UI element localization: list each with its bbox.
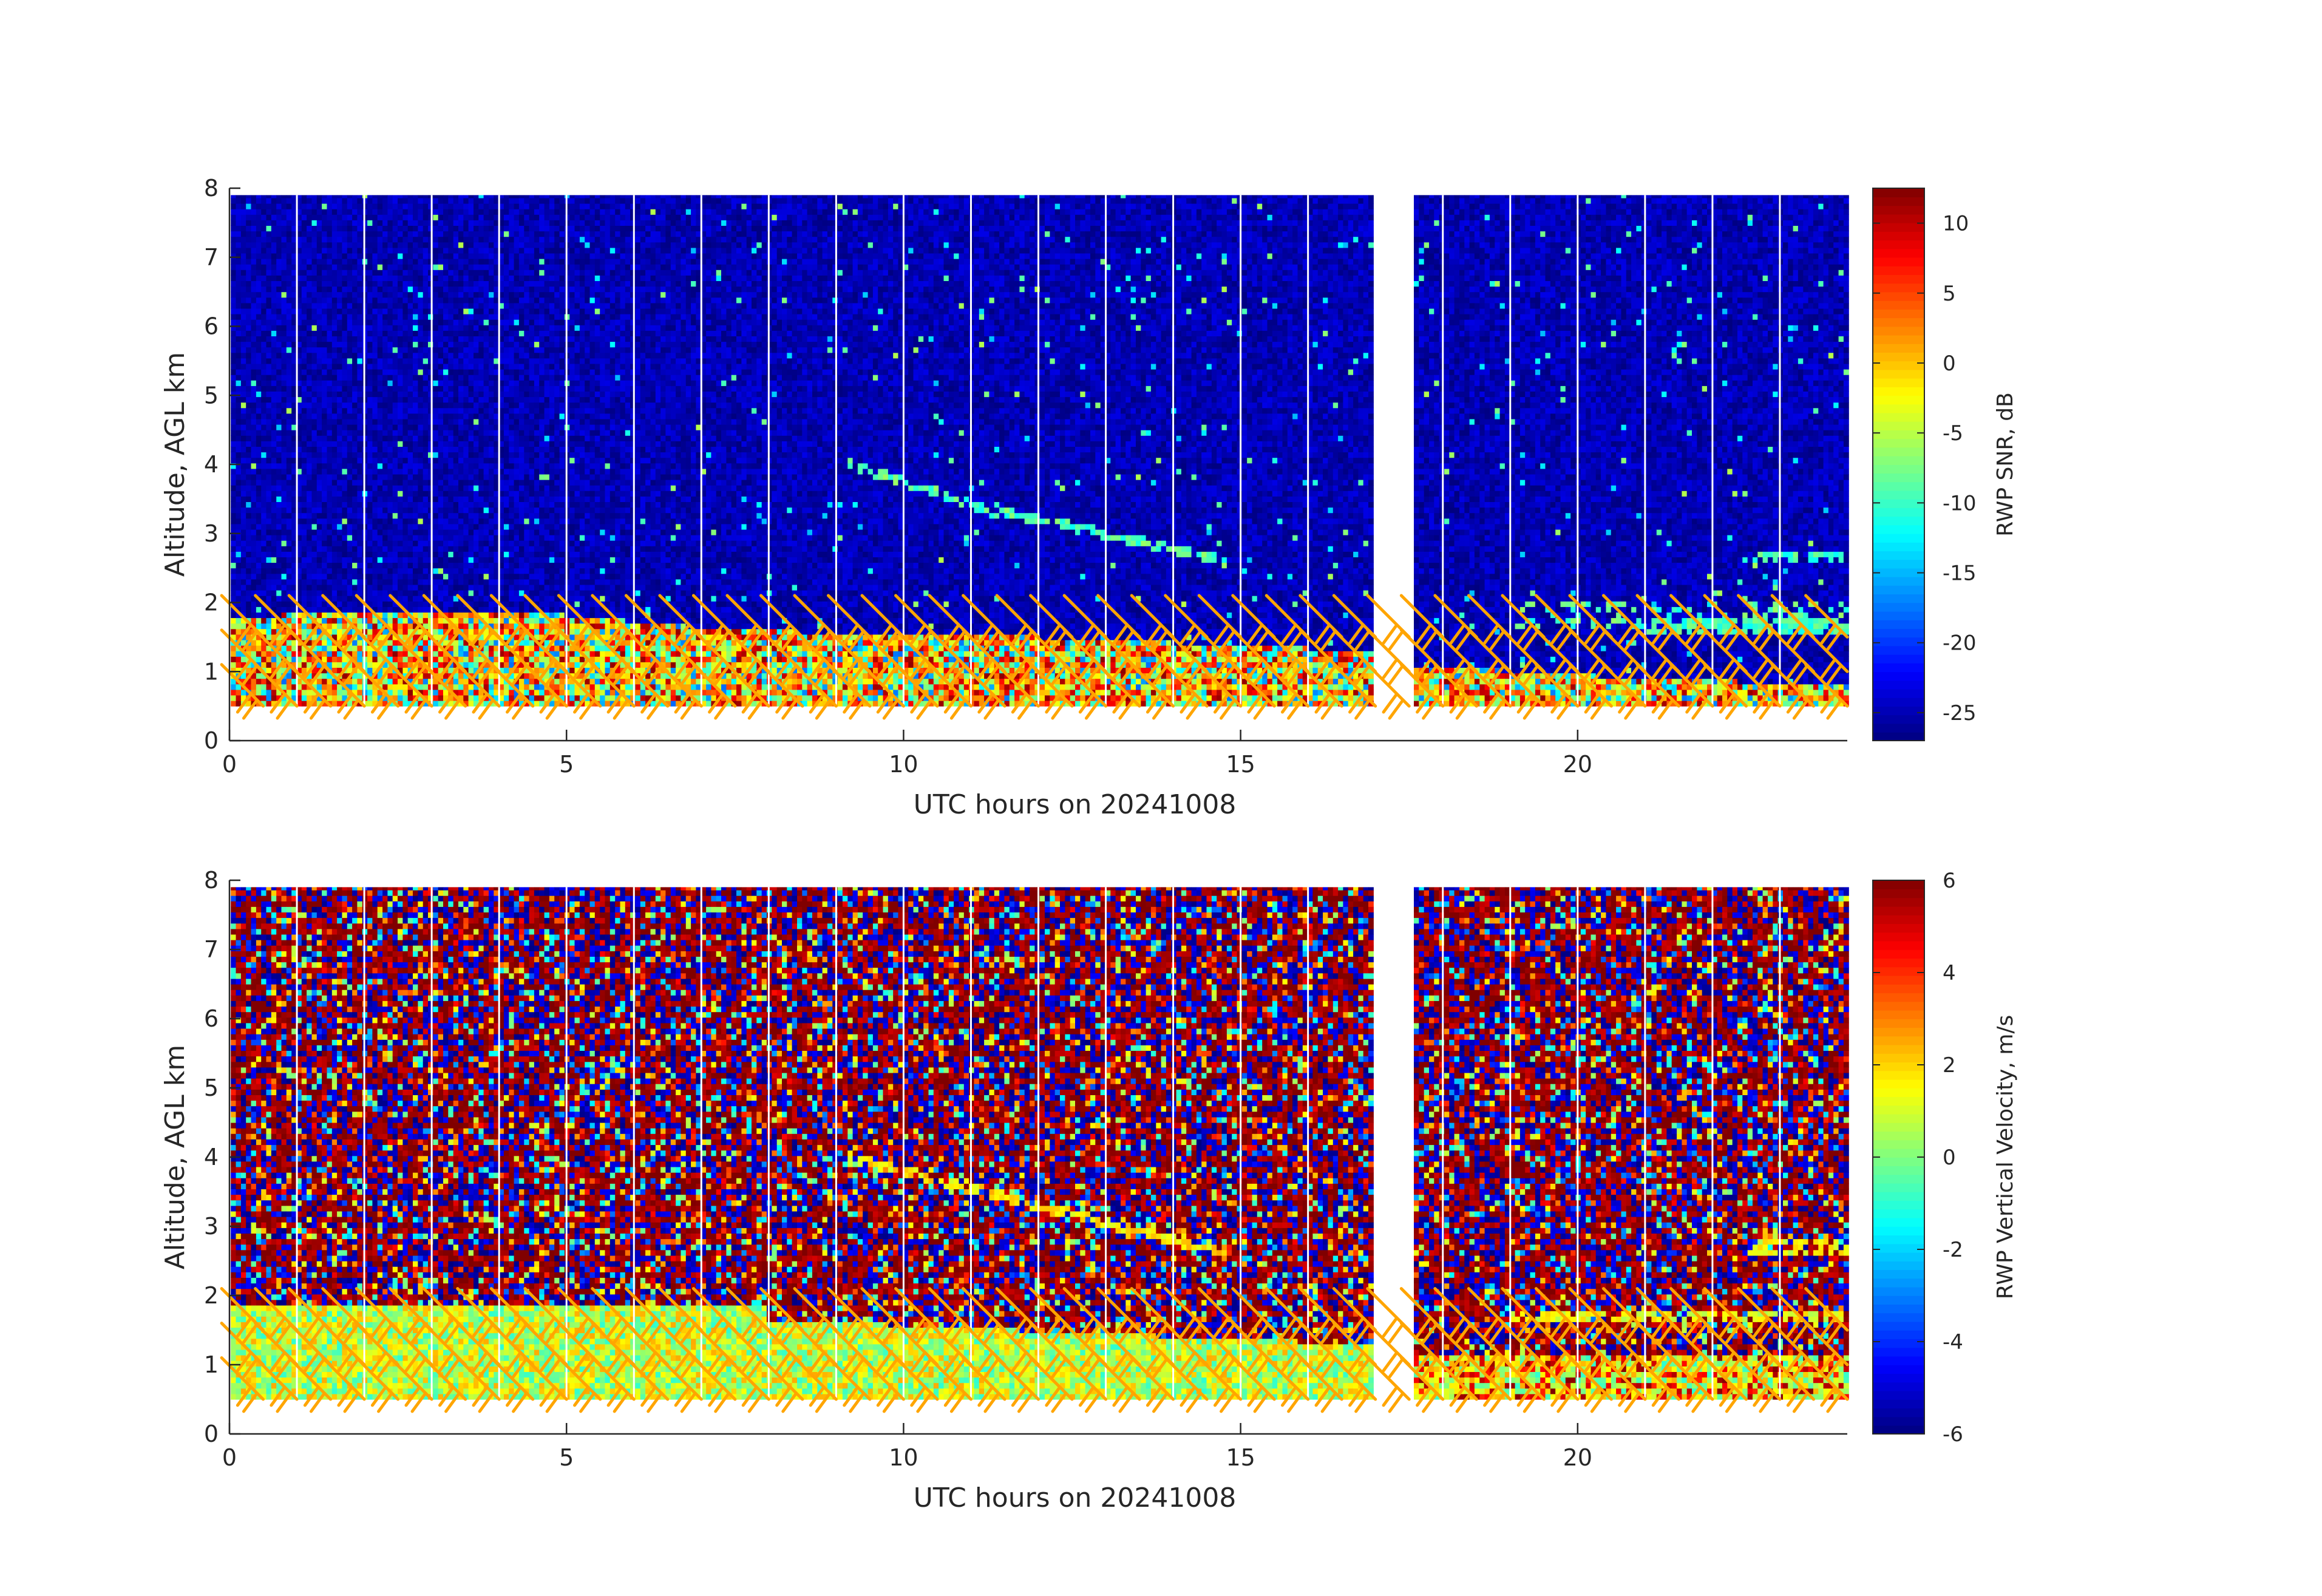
x-axis-label: UTC hours on 20241008 xyxy=(914,1482,1237,1513)
y-tick-label: 7 xyxy=(204,936,219,963)
x-tick-label: 10 xyxy=(889,1444,918,1471)
y-axis-label: Altitude, AGL km xyxy=(160,352,191,577)
y-tick-label: 0 xyxy=(204,1421,219,1447)
colorbar-tick-label: -20 xyxy=(1943,631,1977,656)
colorbar-tick-label: -6 xyxy=(1943,1422,1963,1447)
x-tick-label: 15 xyxy=(1226,1444,1255,1471)
y-axis-label: Altitude, AGL km xyxy=(160,1045,191,1269)
y-tick-label: 5 xyxy=(204,1075,219,1101)
y-tick-label: 8 xyxy=(204,175,219,202)
y-tick-label: 1 xyxy=(204,1351,219,1378)
x-tick-label: 5 xyxy=(559,1444,574,1471)
y-tick-label: 4 xyxy=(204,451,219,478)
x-tick-label: 20 xyxy=(1563,751,1592,778)
y-tick-label: 2 xyxy=(204,589,219,616)
x-tick-label: 0 xyxy=(222,1444,237,1471)
y-tick-label: 5 xyxy=(204,382,219,409)
colorbar-tick-label: -10 xyxy=(1943,491,1977,515)
colorbar-tick-label: -15 xyxy=(1943,562,1977,586)
x-tick-label: 15 xyxy=(1226,751,1255,778)
y-tick-label: 4 xyxy=(204,1144,219,1170)
heatmap-cells xyxy=(231,195,1849,706)
x-tick-label: 10 xyxy=(889,751,918,778)
y-tick-label: 7 xyxy=(204,244,219,271)
colorbar: 6 4 2 0 -2 -4 -6 RWP Vertical Velocity, m/s xyxy=(1873,869,2018,1447)
chart-panel-1: 0 5 10 15 20 0 1 2 3 4 5 6 7 8 UTC hours on 20241008 Al… xyxy=(160,175,2018,820)
colorbar-tick-label: -2 xyxy=(1943,1238,1963,1262)
colorbar: 10 5 0 -5 -10 -15 -20 -25 RWP SNR, dB xyxy=(1873,188,2018,741)
y-tick-label: 6 xyxy=(204,1005,219,1032)
y-tick-label: 8 xyxy=(204,867,219,894)
colorbar-tick-label: 6 xyxy=(1943,869,1956,893)
colorbar-label: RWP SNR, dB xyxy=(1993,392,2018,537)
y-tick-label: 1 xyxy=(204,658,219,685)
y-tick-label: 6 xyxy=(204,313,219,340)
x-tick-label: 0 xyxy=(222,751,237,778)
colorbar-label: RWP Vertical Velocity, m/s xyxy=(1993,1015,2018,1300)
x-tick-label: 20 xyxy=(1563,1444,1592,1471)
colorbar-tick-label: -4 xyxy=(1943,1330,1963,1354)
colorbar-tick-label: 0 xyxy=(1943,1146,1956,1170)
colorbar-tick-label: -25 xyxy=(1943,701,1977,725)
x-axis-label: UTC hours on 20241008 xyxy=(914,789,1237,820)
colorbar-tick-label: 0 xyxy=(1943,351,1956,376)
y-tick-label: 3 xyxy=(204,520,219,547)
colorbar-tick-label: 4 xyxy=(1943,961,1956,985)
colorbar-tick-label: 10 xyxy=(1943,212,1969,236)
y-tick-label: 0 xyxy=(204,727,219,754)
colorbar-tick-label: -5 xyxy=(1943,421,1963,446)
y-tick-label: 3 xyxy=(204,1213,219,1240)
y-tick-label: 2 xyxy=(204,1282,219,1309)
heatmap-cells xyxy=(231,887,1849,1399)
x-tick-label: 5 xyxy=(559,751,574,778)
colorbar-tick-label: 5 xyxy=(1943,282,1956,306)
colorbar-tick-label: 2 xyxy=(1943,1053,1956,1078)
